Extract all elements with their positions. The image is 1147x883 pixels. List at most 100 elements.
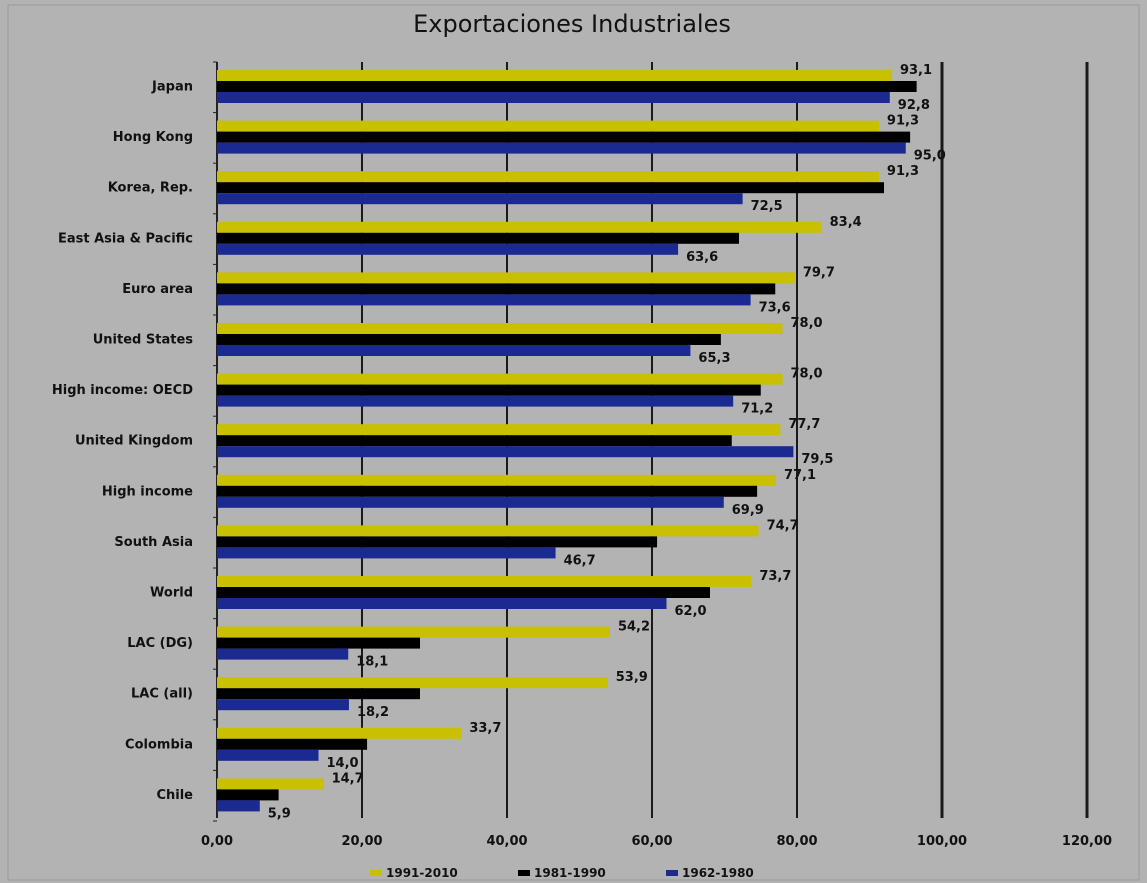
bar [217, 424, 781, 436]
value-label: 74,7 [767, 518, 799, 533]
value-label: 71,2 [741, 402, 773, 417]
bar [217, 243, 679, 255]
value-label: 77,1 [784, 468, 816, 483]
chart-title: Exportaciones Industriales [413, 10, 731, 38]
value-label: 95,0 [914, 149, 946, 164]
bar [217, 193, 743, 205]
bar [217, 525, 759, 537]
value-label: 79,5 [801, 452, 833, 467]
value-label: 91,3 [887, 164, 919, 179]
value-label: 65,3 [698, 351, 730, 366]
value-label: 63,6 [686, 250, 718, 265]
value-label: 18,2 [357, 705, 389, 720]
bar [217, 70, 892, 81]
x-tick-label: 0,00 [201, 834, 233, 849]
bar [217, 699, 349, 711]
category-label: East Asia & Pacific [58, 231, 193, 246]
x-tick-label: 120,00 [1062, 834, 1112, 849]
category-label: South Asia [114, 535, 193, 550]
bar [217, 688, 420, 700]
bar [217, 323, 783, 334]
category-label: Chile [156, 788, 193, 803]
category-labels: Japan Hong Kong Korea, Rep. East Asia & Pac… [52, 80, 193, 803]
bar [217, 232, 739, 244]
category-label: Hong Kong [113, 130, 193, 145]
value-label: 77,7 [788, 417, 820, 432]
bar [217, 395, 734, 407]
bar [217, 334, 721, 345]
bar [217, 81, 917, 92]
bar [217, 120, 879, 132]
bar [217, 182, 884, 194]
x-tick-label: 40,00 [486, 834, 527, 849]
value-label: 93,1 [900, 63, 932, 78]
bar [217, 648, 349, 660]
bar [217, 587, 710, 598]
value-label: 14,7 [332, 771, 364, 786]
value-label: 73,6 [759, 300, 791, 315]
value-labels: 93,192,891,395,091,372,583,463,679,773,6… [268, 63, 946, 821]
category-label: World [150, 586, 193, 601]
value-label: 33,7 [469, 721, 501, 736]
x-tick-label: 20,00 [341, 834, 382, 849]
legend-label: 1991-2010 [386, 866, 458, 880]
bar [217, 294, 751, 306]
bar [217, 637, 420, 649]
category-label: LAC (all) [131, 687, 193, 702]
bar [217, 283, 776, 295]
x-tick-label: 100,00 [917, 834, 967, 849]
x-tick-label: 60,00 [631, 834, 672, 849]
category-label: High income: OECD [52, 383, 193, 398]
value-label: 18,1 [356, 655, 388, 670]
bar [217, 474, 776, 486]
bar [217, 373, 783, 385]
category-label: Colombia [125, 737, 193, 752]
legend-label: 1981-1990 [534, 866, 606, 880]
bar [217, 626, 610, 638]
value-label: 5,9 [268, 806, 291, 821]
bar [217, 727, 462, 739]
bar [217, 598, 667, 609]
value-label: 83,4 [830, 215, 862, 230]
bar [217, 92, 890, 103]
value-label: 62,0 [675, 604, 707, 619]
bar [217, 496, 724, 508]
value-label: 54,2 [618, 620, 650, 635]
bar [217, 778, 324, 790]
value-label: 46,7 [564, 553, 596, 568]
bar [217, 435, 732, 447]
bar [217, 142, 906, 154]
x-tick-labels: 0,00 20,00 40,00 60,00 80,00 100,00 120,00 [201, 834, 1112, 849]
value-label: 72,5 [751, 199, 783, 214]
category-label: United States [93, 333, 194, 348]
bar [217, 576, 752, 587]
bar [217, 547, 556, 559]
bar [217, 272, 795, 284]
category-label: United Kingdom [75, 434, 193, 449]
category-label: Korea, Rep. [108, 181, 193, 196]
category-label: High income [102, 484, 193, 499]
bar [217, 536, 658, 548]
bars [217, 70, 917, 812]
value-label: 78,0 [791, 367, 823, 382]
bar [217, 749, 319, 761]
bar [217, 677, 608, 689]
legend-label: 1962-1980 [682, 866, 754, 880]
legend-swatch [518, 870, 530, 876]
value-label: 92,8 [898, 98, 930, 113]
bar [217, 485, 758, 497]
legend-swatch [370, 870, 382, 876]
value-label: 78,0 [791, 316, 823, 331]
bar [217, 384, 761, 396]
bar [217, 171, 879, 183]
value-label: 53,9 [616, 670, 648, 685]
value-label: 91,3 [887, 114, 919, 129]
value-label: 69,9 [732, 503, 764, 518]
bar [217, 221, 822, 233]
legend-swatch [666, 870, 678, 876]
value-label: 14,0 [327, 756, 359, 771]
value-label: 79,7 [803, 265, 835, 280]
category-label: LAC (DG) [127, 636, 193, 651]
bar [217, 131, 911, 143]
